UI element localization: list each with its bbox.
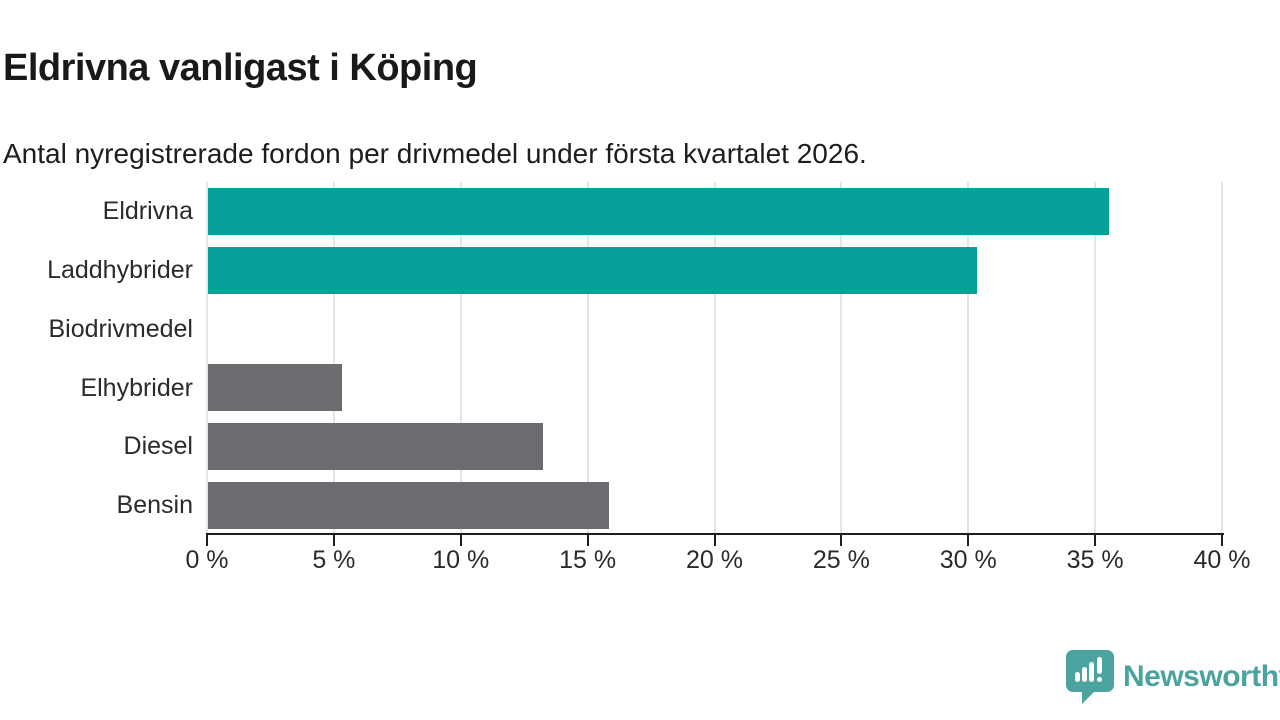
newsworthy-logo: Newsworthy — [1066, 650, 1280, 704]
x-axis-tick — [967, 535, 970, 546]
x-axis-tick-label: 20 % — [686, 546, 743, 574]
x-axis-tick — [1094, 535, 1097, 546]
chart-title: Eldrivna vanligast i Köping — [3, 47, 478, 90]
y-axis-label: Biodrivmedel — [48, 314, 193, 343]
x-axis-tick — [206, 535, 208, 546]
gridline — [206, 182, 208, 535]
y-axis-label: Laddhybrider — [47, 255, 193, 284]
newsworthy-logo-icon — [1066, 650, 1114, 704]
newsworthy-wordmark: Newsworthy — [1123, 660, 1280, 693]
chart-subtitle: Antal nyregistrerade fordon per drivmede… — [3, 138, 867, 169]
gridline — [459, 182, 462, 535]
x-axis-tick — [1221, 535, 1223, 546]
bar-eldrivna — [208, 187, 1109, 235]
y-axis-label: Eldrivna — [102, 197, 193, 225]
x-axis-tick — [332, 535, 335, 546]
y-axis-label: Bensin — [116, 491, 193, 520]
x-axis-tick — [840, 535, 843, 546]
gridline — [586, 182, 589, 535]
gridline — [1094, 182, 1097, 535]
x-axis-tick — [713, 535, 716, 546]
x-axis-line — [206, 533, 1224, 535]
x-axis-tick — [459, 535, 462, 546]
x-axis-tick-label: 0 % — [185, 546, 229, 574]
bar-diesel — [208, 423, 543, 471]
x-axis-tick-label: 15 % — [559, 546, 617, 574]
bar-laddhybrider — [208, 246, 977, 294]
x-axis-tick-label: 25 % — [812, 546, 870, 574]
y-axis-label: Diesel — [123, 432, 193, 461]
x-axis-tick-label: 35 % — [1066, 546, 1124, 574]
gridline — [713, 182, 716, 535]
bar-bensin — [208, 482, 609, 530]
y-axis-label: Elhybrider — [80, 373, 193, 402]
gridline — [332, 182, 335, 535]
gridline — [967, 182, 970, 535]
gridline — [840, 182, 843, 535]
x-axis-tick-label: 30 % — [939, 546, 997, 574]
x-axis-tick-label: 5 % — [312, 546, 356, 574]
x-axis-tick-label: 40 % — [1193, 546, 1251, 574]
gridline — [1221, 182, 1223, 535]
bar-elhybrider — [208, 364, 343, 412]
x-axis-tick — [586, 535, 589, 546]
x-axis-tick-label: 10 % — [432, 546, 490, 574]
